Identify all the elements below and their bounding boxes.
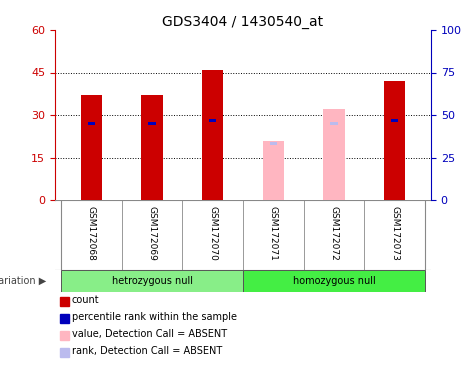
Text: value, Detection Call = ABSENT: value, Detection Call = ABSENT <box>71 329 227 339</box>
Bar <box>243 270 425 292</box>
Text: GSM172069: GSM172069 <box>148 205 157 260</box>
Text: GSM172073: GSM172073 <box>390 205 399 260</box>
Text: GSM172071: GSM172071 <box>269 205 278 260</box>
Text: GSM172068: GSM172068 <box>87 205 96 260</box>
Bar <box>391 119 398 122</box>
Text: GSM172072: GSM172072 <box>330 205 338 260</box>
Text: homozygous null: homozygous null <box>293 276 375 286</box>
Bar <box>81 95 102 200</box>
Bar <box>202 70 223 200</box>
Bar <box>142 95 163 200</box>
Bar <box>61 270 243 292</box>
Title: GDS3404 / 1430540_at: GDS3404 / 1430540_at <box>162 15 324 29</box>
Bar <box>270 142 277 145</box>
Bar <box>384 81 405 200</box>
Bar <box>148 122 156 125</box>
Bar <box>323 109 344 200</box>
Text: rank, Detection Call = ABSENT: rank, Detection Call = ABSENT <box>71 346 222 356</box>
Bar <box>263 141 284 200</box>
Bar <box>209 119 216 122</box>
Text: percentile rank within the sample: percentile rank within the sample <box>71 313 236 323</box>
Bar <box>88 122 95 125</box>
Text: count: count <box>71 295 99 305</box>
Text: GSM172070: GSM172070 <box>208 205 217 260</box>
Bar <box>330 122 337 125</box>
Text: hetrozygous null: hetrozygous null <box>112 276 193 286</box>
Text: genotype/variation ▶: genotype/variation ▶ <box>0 276 46 286</box>
